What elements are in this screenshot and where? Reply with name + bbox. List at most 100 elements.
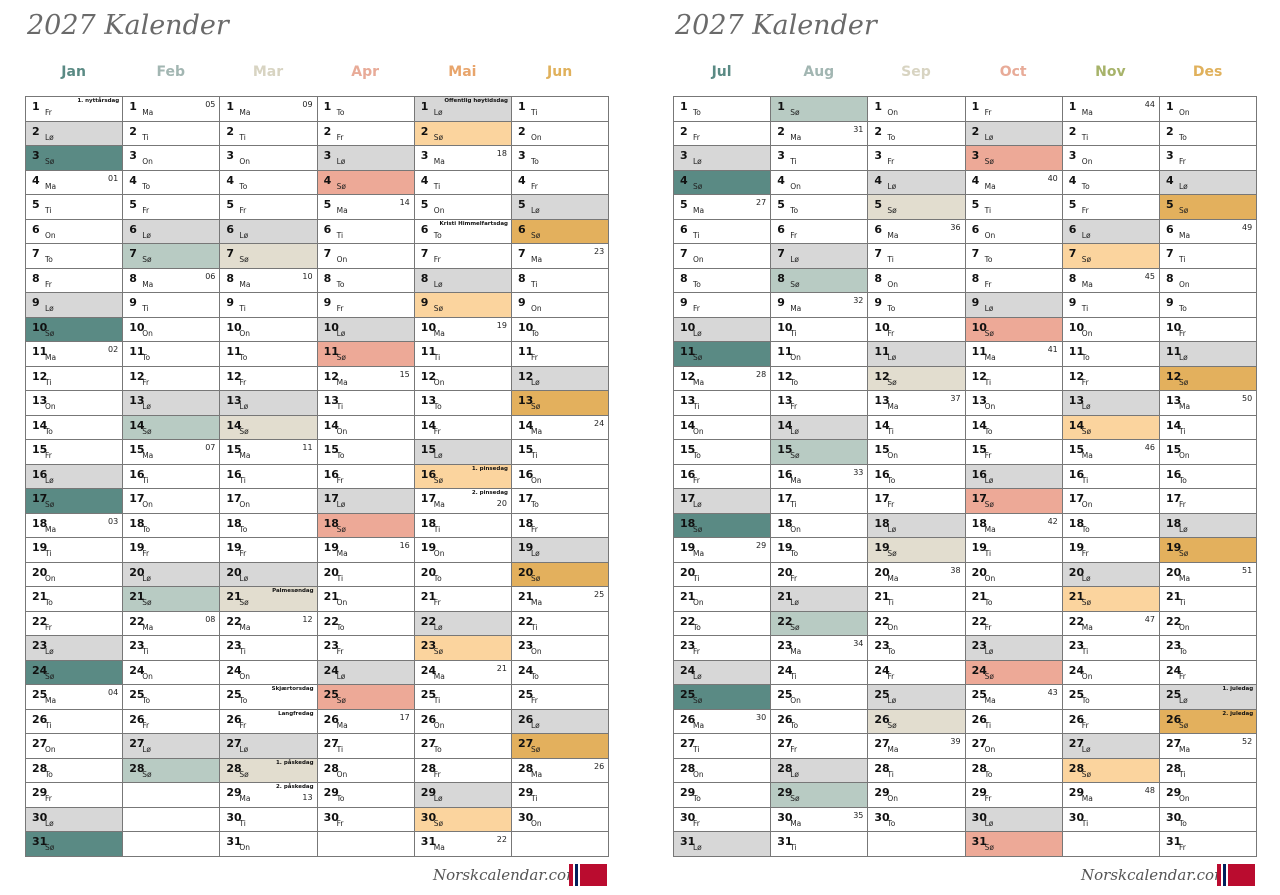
day-name: Lø [45,132,54,142]
day-cell: 7 Fr [414,244,512,269]
day-name: Lø [984,818,994,828]
day-cell: 28 Sø [1062,758,1160,783]
day-cell: 24 Sø [965,660,1063,685]
day-cell: 23 Sø [414,636,512,661]
day-name: Sø [1179,206,1189,215]
day-name: On [1179,451,1190,460]
day-cell: 31 Ti [771,832,869,857]
month-header-jun: Jun [547,64,573,80]
day-cell: 21 Lø [771,587,869,612]
day-cell: 25 On [771,685,869,710]
day-name: On [1081,157,1093,166]
day-cell: 16 Lø [26,464,124,489]
day-name: Ma [1179,402,1191,411]
day-number: 25 [32,688,48,701]
day-number: 6 [874,222,883,236]
day-cell: 22 Ti [512,611,610,636]
day-cell: 16 Lø [965,464,1063,489]
week-number: 13 [302,793,313,802]
day-number: 18 [971,516,987,530]
day-name: Fr [1081,377,1089,387]
day-cell: 17 To [512,489,610,514]
day-cell: 23 To [868,636,966,661]
day-cell: 17 On [123,489,221,514]
week-number: 48 [1144,786,1155,795]
day-name: Lø [531,720,540,730]
day-cell: 19 Ti [26,538,124,563]
day-number: 12 [874,369,890,383]
day-cell: 7 On [317,244,415,269]
day-number: 16 [874,467,890,481]
day-number: 5 [777,198,785,211]
day-name: To [239,696,248,705]
day-name: To [531,500,539,509]
day-cell: 27 Lø [220,734,318,759]
day-number: 13 [129,394,145,407]
day-cell: 14 Lø [771,415,869,440]
day-cell: 2 To [868,121,966,146]
day-name: Ti [984,206,992,215]
day-name: Ma [336,720,348,730]
day-number: 4 [323,173,332,187]
day-name: Fr [239,206,247,215]
day-number: 10 [420,320,437,334]
day-cell: 31 Lø [674,832,772,857]
day-cell: 19 Fr [220,538,318,563]
day-number: 3 [777,149,785,162]
day-name: Fr [984,622,992,632]
day-cell: 20 Ti [674,562,772,587]
day-number: 5 [32,198,40,211]
day-number: 6 [971,222,980,236]
day-cell: 22 On [1160,611,1258,636]
day-number: 18 [874,516,890,530]
day-number: 2 [1068,124,1077,138]
day-cell: 10 To [512,317,610,342]
day-number: 18 [226,516,242,530]
day-number: 10 [32,320,48,334]
day-number: 12 [680,369,696,383]
day-number: 23 [1068,639,1085,652]
day-cell: 16 To [868,464,966,489]
day-number: 23 [680,639,696,652]
day-cell: 12 Ma 28 [674,366,772,391]
day-name: Sø [1081,426,1092,436]
brand-text: Norskcalendar.com [1081,866,1229,884]
day-cell: 9 To [868,293,966,318]
day-name: Sø [790,108,800,117]
day-number: 25 [323,688,339,701]
day-name: Sø [45,328,55,338]
day-cell: 1 Fr 1. nyttårsdag [26,97,124,122]
day-number: 18 [518,516,534,530]
day-name: Ma [790,475,802,485]
day-number: 13 [518,394,534,407]
day-number: 21 [1166,590,1182,603]
day-name: Sø [239,255,249,264]
day-number: 1 [129,100,137,113]
page-title: 2027 Kalender [27,10,229,41]
day-number: 16 [420,467,437,481]
day-name: Ti [142,132,149,142]
day-cell: 8 To [317,268,415,293]
day-number: 24 [971,663,987,677]
day-name: Sø [984,843,994,852]
day-cell: 27 Lø [1062,734,1160,759]
day-number: 7 [129,247,137,260]
day-number: 21 [971,590,987,603]
day-name: On [45,573,56,583]
day-cell: 7 To [26,244,124,269]
day-name: Sø [433,818,444,828]
day-name: On [433,549,445,558]
day-cell: 9 Ti [123,293,221,318]
day-number: 24 [420,663,437,677]
day-cell: 10 Lø [674,317,772,342]
day-number: 15 [971,443,987,456]
week-number: 02 [108,345,119,354]
day-cell: 11 Ma 41 [965,342,1063,367]
day-cell: 13 On [965,391,1063,416]
day-number: 2 [226,124,235,138]
day-cell: 30 Lø [26,807,124,832]
day-cell: 22 To [317,611,415,636]
day-cell: 26 Fr Langfredag [220,709,318,734]
day-number: 26 [323,712,339,726]
week-number: 24 [594,418,605,428]
